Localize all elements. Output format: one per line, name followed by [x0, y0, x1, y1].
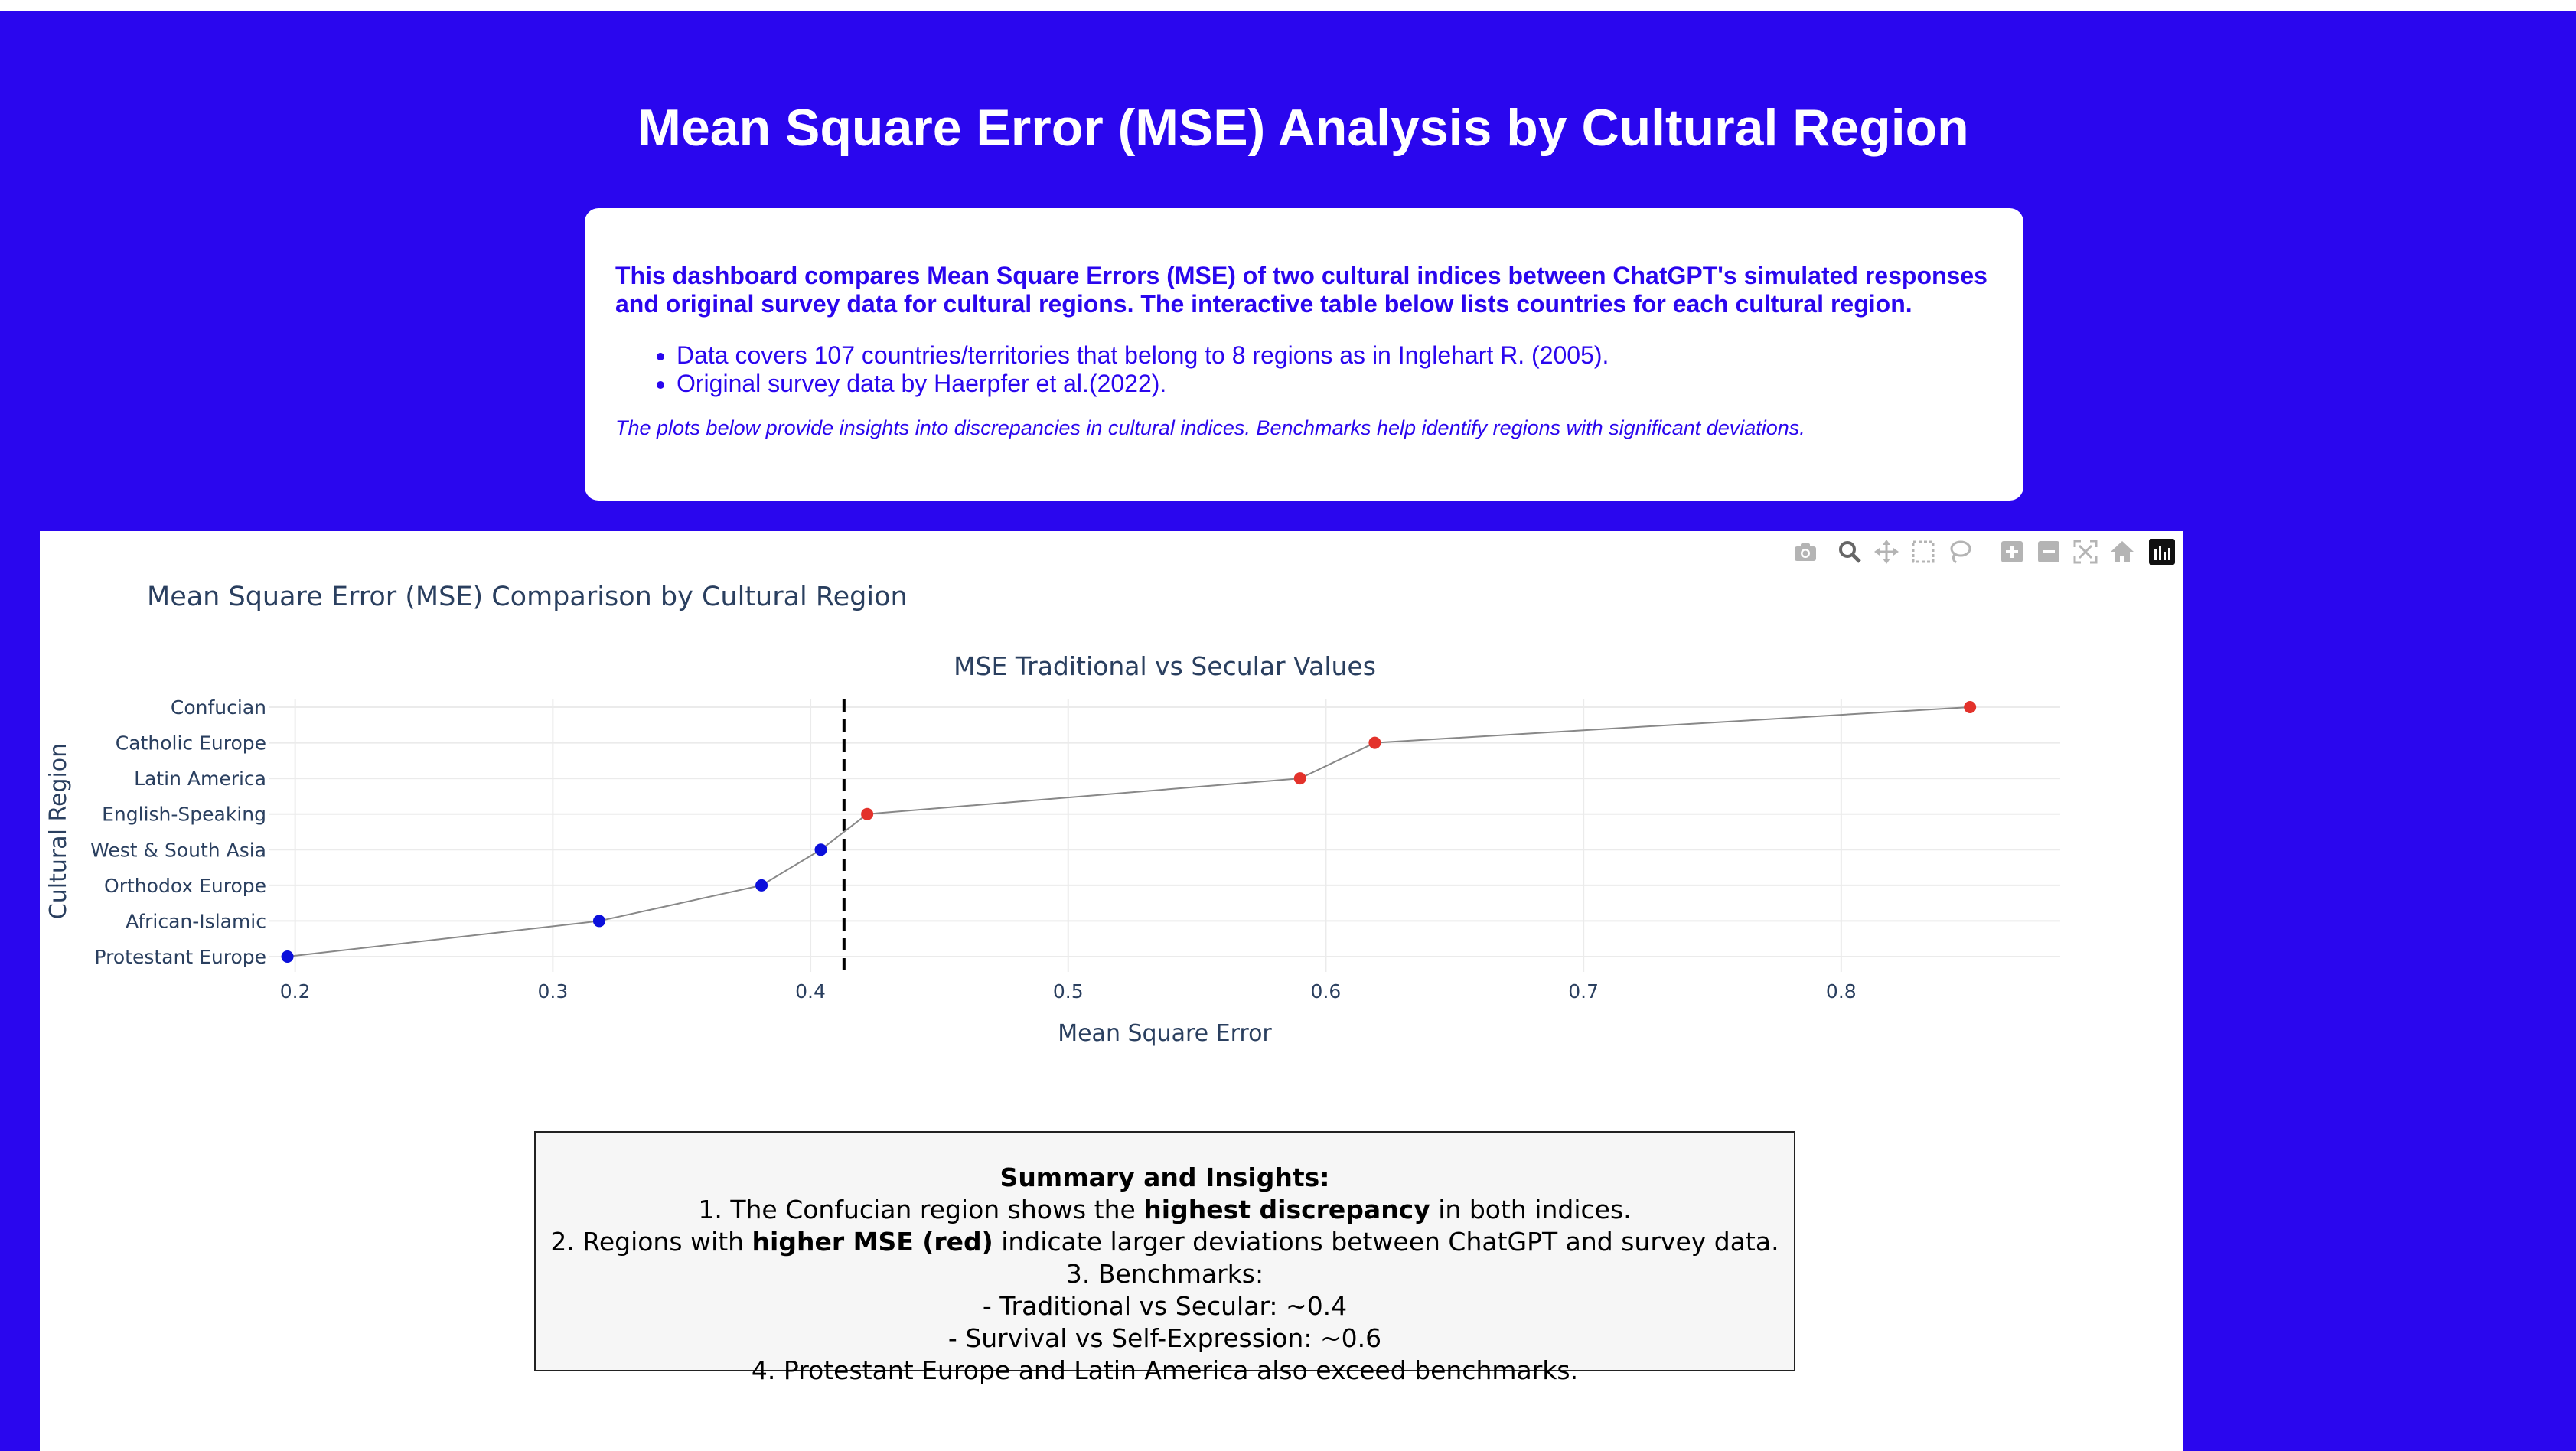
x-tick-label: 0.6 — [1311, 980, 1342, 1003]
summary-line-3: 3. Benchmarks: — [1065, 1259, 1264, 1289]
mse-chart[interactable]: Mean Square Error (MSE) Comparison by Cu… — [40, 531, 2183, 1451]
x-tick-label: 0.2 — [280, 980, 311, 1003]
data-point[interactable] — [281, 950, 294, 963]
data-point[interactable] — [1368, 736, 1381, 749]
lasso-icon[interactable] — [1947, 539, 1973, 565]
y-tick-label: West & South Asia — [90, 839, 266, 861]
summary-title: Summary and Insights: — [999, 1162, 1330, 1192]
summary-line-4: - Traditional vs Secular: ~0.4 — [982, 1291, 1348, 1321]
x-tick-label: 0.3 — [537, 980, 568, 1003]
info-list: Data covers 107 countries/territories th… — [615, 341, 1993, 398]
data-point[interactable] — [814, 843, 827, 856]
grid-lines — [269, 699, 2060, 972]
x-axis-label: Mean Square Error — [1058, 1020, 1272, 1047]
data-points[interactable] — [281, 701, 1977, 963]
summary-line-6: 4. Protestant Europe and Latin America a… — [751, 1355, 1579, 1385]
info-card: This dashboard compares Mean Square Erro… — [585, 208, 2023, 501]
x-tick-label: 0.7 — [1568, 980, 1599, 1003]
x-tick-label: 0.5 — [1053, 980, 1084, 1003]
info-note: The plots below provide insights into di… — [615, 416, 1805, 439]
y-tick-label: English-Speaking — [102, 804, 266, 826]
data-point[interactable] — [755, 879, 768, 892]
y-tick-label: Confucian — [171, 696, 266, 719]
page-title: Mean Square Error (MSE) Analysis by Cult… — [637, 99, 1969, 157]
top-strip — [0, 0, 2576, 11]
info-bullet: Data covers 107 countries/territories th… — [677, 341, 1993, 370]
y-tick-label: Orthodox Europe — [104, 875, 266, 897]
x-tick-label: 0.8 — [1826, 980, 1857, 1003]
box-select-icon[interactable] — [1910, 539, 1936, 565]
figure-title: Mean Square Error (MSE) Comparison by Cu… — [147, 582, 908, 612]
plot-card: Mean Square Error (MSE) Comparison by Cu… — [40, 531, 2183, 1451]
y-tick-labels: Protestant Europe African-Islamic Orthodox… — [90, 696, 266, 968]
zoom-icon[interactable] — [1837, 539, 1863, 565]
chart-title: MSE Traditional vs Secular Values — [954, 651, 1376, 681]
data-point[interactable] — [1964, 701, 1977, 713]
plotly-logo-icon[interactable] — [2149, 539, 2175, 565]
x-tick-labels: 0.2 0.3 0.4 0.5 0.6 0.7 0.8 — [280, 980, 1857, 1003]
summary-line-1: 1. The Confucian region shows the highes… — [698, 1195, 1632, 1224]
y-tick-label: Catholic Europe — [116, 732, 266, 755]
data-point[interactable] — [592, 915, 605, 928]
zoom-in-icon[interactable] — [1999, 539, 2025, 565]
series-line — [287, 706, 1971, 957]
summary-line-2: 2. Regions with higher MSE (red) indicat… — [550, 1227, 1779, 1257]
autoscale-icon[interactable] — [2072, 539, 2098, 565]
y-tick-label: African-Islamic — [126, 910, 266, 932]
summary-line-5: - Survival vs Self-Expression: ~0.6 — [947, 1323, 1382, 1353]
y-tick-label: Protestant Europe — [95, 946, 267, 968]
summary-box: Summary and Insights: 1. The Confucian r… — [534, 1131, 1795, 1385]
data-point[interactable] — [861, 807, 874, 820]
y-tick-label: Latin America — [134, 768, 266, 790]
info-lead: This dashboard compares Mean Square Erro… — [615, 262, 1987, 318]
y-axis-label: Cultural Region — [45, 743, 72, 919]
zoom-out-icon[interactable] — [2036, 539, 2062, 565]
reset-axes-icon[interactable] — [2109, 539, 2135, 565]
x-tick-label: 0.4 — [795, 980, 826, 1003]
pan-icon[interactable] — [1873, 539, 1899, 565]
info-bullet: Original survey data by Haerpfer et al.(… — [677, 370, 1993, 398]
camera-icon[interactable] — [1792, 539, 1818, 565]
data-point[interactable] — [1293, 772, 1306, 785]
